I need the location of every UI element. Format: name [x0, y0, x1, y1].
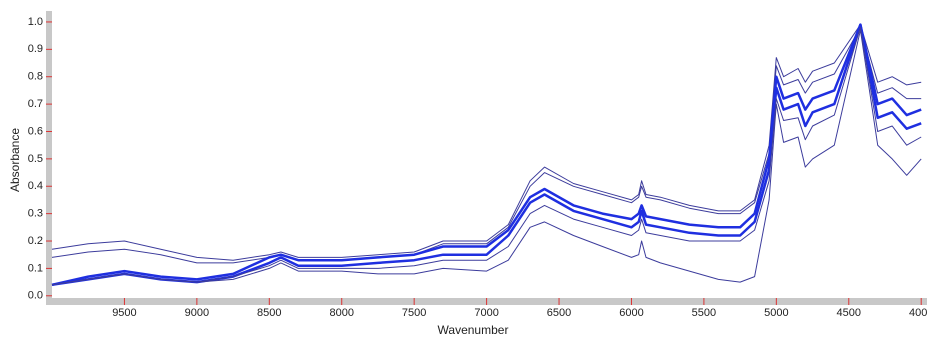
y-tick-label: 0.6 [28, 125, 43, 137]
y-tick-label: 0.9 [28, 43, 43, 55]
spectrum-line [51, 26, 922, 264]
y-tick-label: 0.1 [28, 262, 43, 274]
x-tick-label: 4500 [837, 307, 861, 319]
x-tick-label: 9000 [185, 307, 209, 319]
x-tick-label: 8000 [329, 307, 353, 319]
x-tick-label: 4000 [909, 307, 927, 319]
spectrum-line [51, 23, 922, 287]
spectrum-line [51, 26, 922, 286]
spectrum-line [51, 24, 922, 261]
y-tick-label: 0.2 [28, 235, 43, 247]
x-tick-label: 5000 [764, 307, 788, 319]
y-tick-label: 0.0 [28, 290, 43, 302]
x-tick-label: 5500 [692, 307, 716, 319]
x-axis-label: Wavenumber [438, 323, 509, 337]
x-tick-label: 8500 [257, 307, 281, 319]
y-axis-bar [46, 11, 52, 305]
y-tick-label: 0.3 [28, 208, 43, 220]
y-tick-label: 0.7 [28, 98, 43, 110]
x-tick-label: 6500 [547, 307, 571, 319]
x-tick-label: 7000 [474, 307, 498, 319]
y-tick-label: 0.4 [28, 180, 43, 192]
y-axis-label: Absorbance [8, 128, 22, 192]
spectrum-line [51, 29, 922, 286]
x-tick-label: 7500 [402, 307, 426, 319]
y-tick-label: 0.5 [28, 153, 43, 165]
y-tick-label: 1.0 [28, 16, 43, 28]
x-tick-label: 6000 [619, 307, 643, 319]
y-tick-label: 0.8 [28, 71, 43, 83]
spectrum-line [51, 23, 922, 287]
x-tick-label: 9500 [112, 307, 136, 319]
